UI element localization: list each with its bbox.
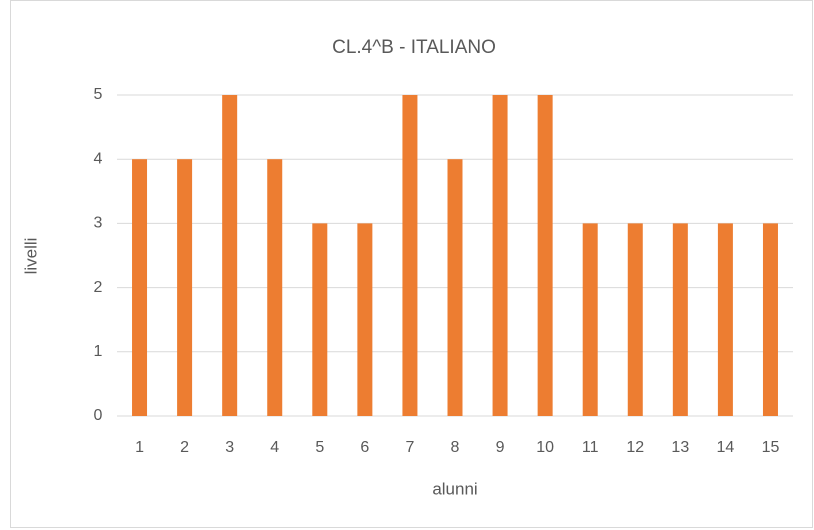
bar	[582, 223, 598, 416]
bar	[492, 95, 508, 416]
x-tick-label: 2	[180, 439, 189, 456]
bar	[402, 95, 418, 416]
x-tick-label: 10	[536, 439, 554, 456]
y-axis-label: livelli	[21, 238, 40, 275]
bar	[357, 223, 373, 416]
x-tick-label: 14	[717, 439, 735, 456]
y-tick-label: 1	[94, 343, 103, 360]
bar	[627, 223, 643, 416]
x-tick-label: 4	[270, 439, 279, 456]
y-tick-label: 5	[94, 86, 103, 103]
x-tick-label: 3	[225, 439, 234, 456]
bar	[222, 95, 238, 416]
bar	[672, 223, 688, 416]
y-tick-label: 3	[94, 215, 103, 232]
x-tick-label: 6	[360, 439, 369, 456]
x-tick-label: 13	[671, 439, 689, 456]
bar	[312, 223, 328, 416]
y-tick-label: 0	[94, 407, 103, 424]
x-tick-label: 11	[582, 439, 599, 456]
bar	[177, 159, 193, 416]
bar	[267, 159, 283, 416]
y-tick-label: 2	[94, 279, 103, 296]
x-tick-label: 15	[762, 439, 780, 456]
chart-title: CL.4^B - ITALIANO	[332, 37, 496, 58]
x-tick-label: 1	[135, 439, 144, 456]
bar	[717, 223, 733, 416]
x-tick-label: 8	[451, 439, 460, 456]
x-tick-label: 9	[496, 439, 505, 456]
bar	[132, 159, 148, 416]
x-tick-label: 12	[626, 439, 644, 456]
bar	[447, 159, 463, 416]
x-axis-label: alunni	[432, 479, 477, 498]
y-tick-label: 4	[94, 150, 103, 167]
bar	[762, 223, 778, 416]
bar	[537, 95, 553, 416]
x-tick-label: 7	[405, 439, 414, 456]
x-tick-label: 5	[315, 439, 324, 456]
